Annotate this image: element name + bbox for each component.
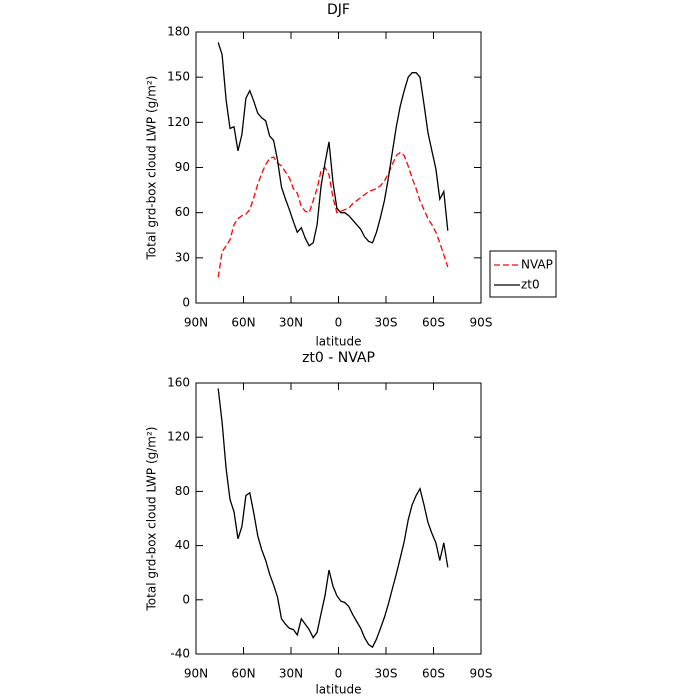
chart-title: DJF [327, 2, 350, 18]
x-axis-label: latitude [315, 335, 361, 349]
y-tick-label: 40 [175, 538, 190, 552]
y-tick-label: 120 [167, 430, 190, 444]
y-tick-label: 120 [167, 115, 190, 129]
y-tick-label: 180 [167, 25, 190, 39]
y-axis-label: Total grd-box cloud LWP (g/m²) [145, 427, 159, 612]
series-line [217, 151, 449, 278]
x-tick-label: 30S [375, 316, 398, 330]
y-tick-label: 150 [167, 70, 190, 84]
series-line [217, 42, 449, 247]
plot-frame [195, 31, 482, 304]
x-tick-label: 60S [422, 667, 445, 681]
plot-frame [195, 382, 482, 655]
chart-title: zt0 - NVAP [302, 350, 375, 366]
x-tick-label: 90N [184, 667, 208, 681]
x-tick-label: 60N [231, 316, 255, 330]
x-tick-label: 30N [279, 667, 303, 681]
x-axis-label: latitude [315, 683, 361, 697]
x-tick-label: 90S [470, 316, 493, 330]
x-tick-label: 60S [422, 316, 445, 330]
y-tick-label: 0 [182, 592, 190, 606]
y-axis-label: Total grd-box cloud LWP (g/m²) [145, 76, 159, 261]
series-line [217, 388, 449, 649]
legend-box [489, 250, 557, 298]
legend-label: zt0 [521, 278, 540, 292]
x-tick-label: 0 [335, 667, 343, 681]
y-tick-label: 80 [175, 484, 190, 498]
y-tick-label: 30 [175, 250, 190, 264]
x-tick-label: 90N [184, 316, 208, 330]
y-tick-label: 60 [175, 205, 190, 219]
x-tick-label: 0 [335, 316, 343, 330]
x-tick-label: 90S [470, 667, 493, 681]
x-tick-label: 30S [375, 667, 398, 681]
x-tick-label: 60N [231, 667, 255, 681]
y-tick-label: -40 [170, 647, 190, 661]
legend-label: NVAP [521, 258, 553, 272]
y-tick-label: 90 [175, 160, 190, 174]
y-tick-label: 0 [182, 296, 190, 310]
x-tick-label: 30N [279, 316, 303, 330]
y-tick-label: 160 [167, 376, 190, 390]
